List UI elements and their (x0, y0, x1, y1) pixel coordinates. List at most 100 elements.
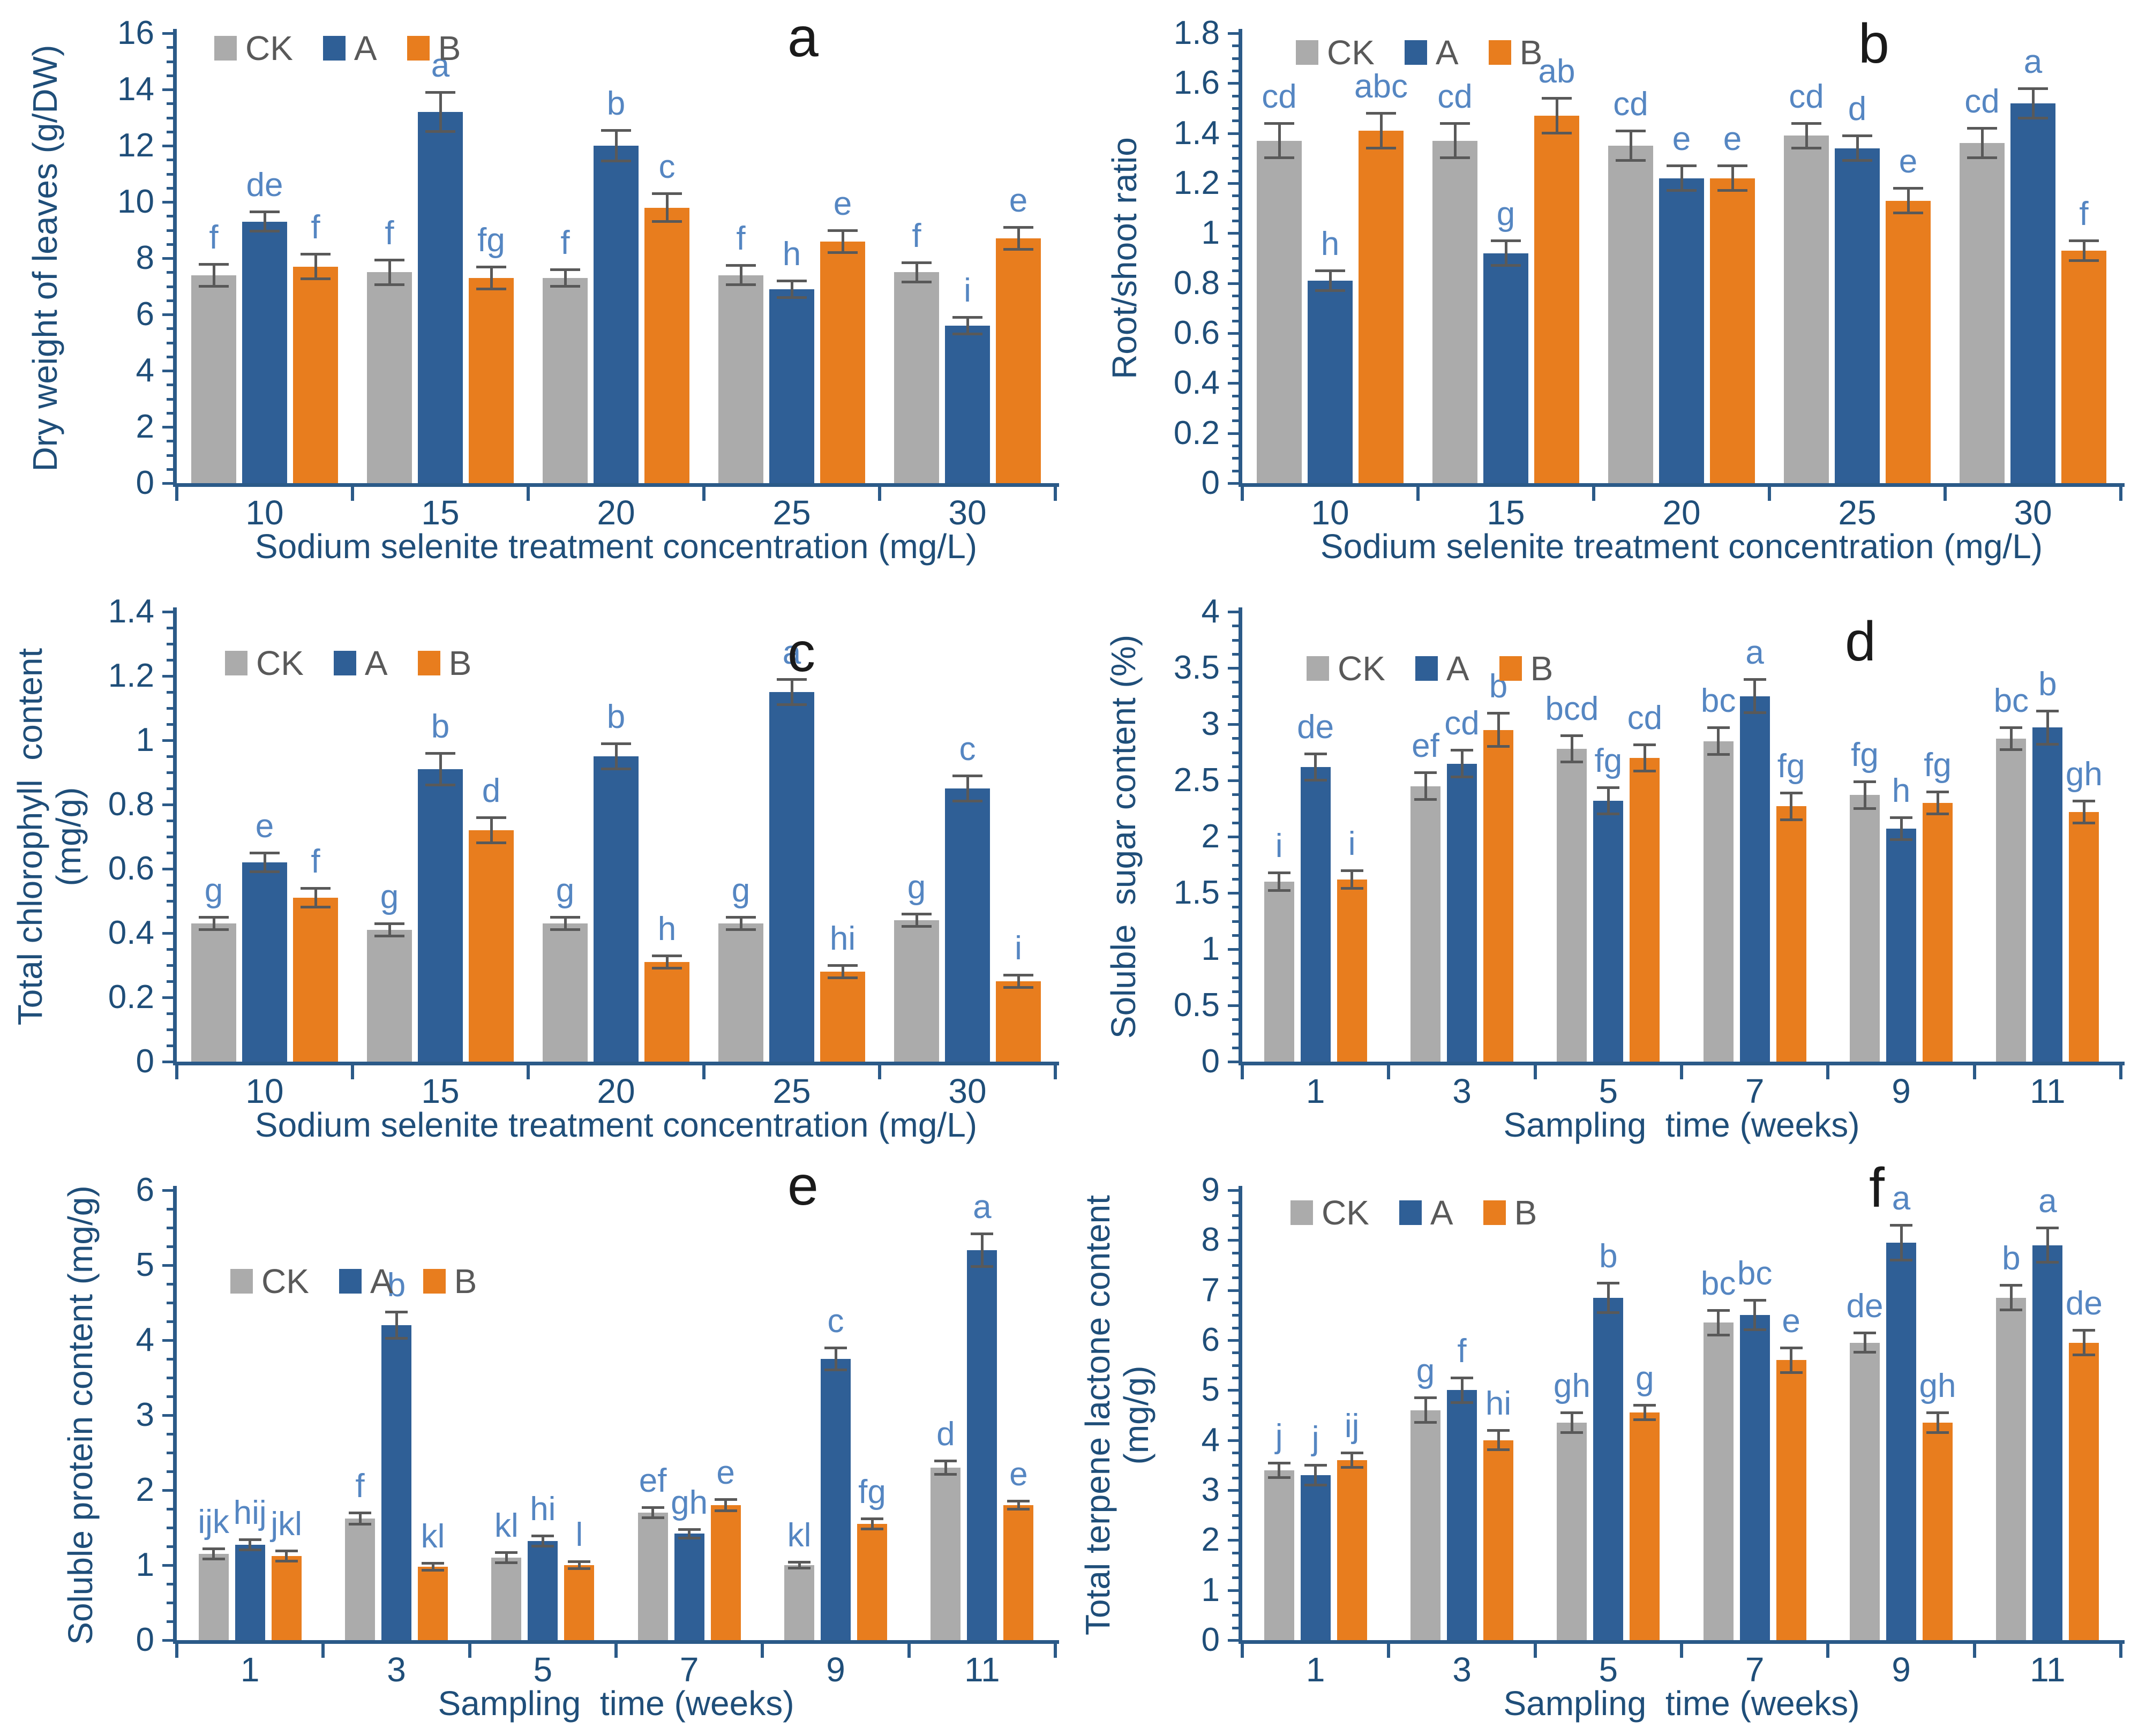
error-bar-cap-top (250, 211, 280, 214)
error-bar-cap-top (1304, 1464, 1327, 1467)
bar-CK-7 (1703, 1322, 1734, 1640)
error-bar-line (1717, 1310, 1720, 1335)
error-bar-cap-bottom (550, 928, 580, 931)
legend-swatch-A (333, 651, 356, 675)
bar-CK-30 (894, 272, 939, 483)
x-boundary-tick (878, 487, 881, 501)
x-tick-label: 3 (1452, 1650, 1472, 1689)
significance-letter: fg (1594, 742, 1623, 779)
error-bar-line (1460, 750, 1464, 777)
y-minor-tick (1232, 319, 1239, 322)
panel-letter-d: d (1845, 611, 1876, 673)
x-tick-label: 3 (1452, 1072, 1472, 1110)
error-bar-cap-top (1633, 743, 1656, 746)
error-bar-cap-top (1003, 226, 1033, 229)
error-bar-cap-bottom (1414, 1421, 1437, 1424)
error-bar-line (790, 679, 793, 705)
bar-CK-10 (191, 275, 236, 483)
y-major-tick (162, 32, 173, 35)
y-major-tick (1228, 892, 1239, 895)
x-tick-label: 30 (948, 493, 987, 532)
y-minor-tick (1232, 269, 1239, 273)
legend-swatch-A (322, 36, 346, 61)
y-minor-tick (1232, 1564, 1239, 1567)
y-minor-tick (1232, 976, 1239, 979)
significance-letter: c (827, 1303, 844, 1340)
error-bar-cap-top (1340, 869, 1363, 872)
bar-A-5 (528, 1541, 558, 1640)
panel-letter-f: f (1869, 1157, 1885, 1219)
bar-B-10 (1359, 131, 1404, 483)
y-minor-tick (167, 60, 173, 63)
error-bar-line (212, 264, 215, 287)
error-bar-cap-top (425, 752, 455, 755)
y-tick-label: 0.8 (108, 786, 154, 823)
y-tick-label: 1.8 (1173, 14, 1220, 51)
y-tick-label: 4 (1201, 1421, 1220, 1459)
error-bar-line (490, 817, 493, 843)
y-minor-tick (167, 1283, 173, 1286)
y-tick-label: 2 (1201, 1521, 1220, 1559)
error-bar-line (834, 1348, 837, 1370)
error-bar-cap-top (1267, 1461, 1290, 1464)
legend-item-A: A (339, 1264, 393, 1298)
y-minor-tick (1232, 962, 1239, 965)
y-tick-label: 0.8 (1173, 264, 1220, 302)
significance-letter: f (736, 220, 746, 258)
error-bar-cap-top (601, 742, 631, 745)
legend-swatch-CK (1307, 656, 1329, 681)
x-axis (173, 1062, 1059, 1065)
error-bar-cap-bottom (2018, 116, 2048, 119)
x-boundary-tick (1387, 1065, 1391, 1079)
error-bar-cap-top (1780, 1347, 1803, 1349)
bar-CK-5 (1557, 749, 1587, 1062)
y-minor-tick (167, 836, 173, 838)
y-major-tick (162, 932, 173, 935)
significance-letter: cd (1627, 699, 1663, 737)
significance-letter: cd (1437, 78, 1473, 115)
error-bar-line (564, 917, 567, 930)
y-tick-label: 1 (136, 722, 154, 758)
error-bar-cap-bottom (1743, 711, 1766, 714)
y-minor-tick (1232, 394, 1239, 397)
y-minor-tick (167, 1208, 173, 1211)
y-minor-tick (1232, 419, 1239, 423)
error-bar-cap-top (777, 280, 807, 282)
bar-A-9 (1886, 829, 1916, 1062)
error-bar-cap-top (1560, 734, 1584, 737)
y-minor-tick (1232, 807, 1239, 810)
error-bar-cap-bottom (1267, 1476, 1290, 1479)
error-bar-cap-top (1717, 164, 1747, 168)
y-minor-tick (167, 820, 173, 822)
error-bar-line (915, 914, 918, 927)
y-axis (1239, 29, 1242, 487)
error-bar-cap-bottom (385, 1337, 408, 1340)
y-major-tick (1228, 82, 1239, 85)
error-bar-cap-top (568, 1560, 591, 1563)
error-bar-line (1350, 1453, 1354, 1468)
error-bar-cap-bottom (1340, 1466, 1363, 1469)
y-major-tick (162, 88, 173, 91)
error-bar-line (1900, 817, 1903, 840)
y-minor-tick (167, 1452, 173, 1454)
significance-letter: g (204, 872, 223, 909)
significance-letter: e (1723, 121, 1742, 158)
error-bar-cap-bottom (652, 967, 682, 970)
y-minor-tick (1232, 1046, 1239, 1049)
error-bar-line (614, 130, 618, 161)
y-major-tick (1228, 1189, 1239, 1192)
y-minor-tick (167, 411, 173, 415)
error-bar-cap-bottom (828, 251, 858, 254)
significance-letter: f (385, 214, 394, 252)
bar-CK-3 (1410, 1410, 1440, 1640)
error-bar-cap-bottom (1366, 146, 1396, 149)
x-tick-label: 20 (1662, 493, 1701, 532)
error-bar-cap-bottom (1597, 1311, 1620, 1314)
x-boundary-tick (1592, 487, 1595, 501)
significance-letter: b (2002, 1240, 2021, 1277)
y-minor-tick (1232, 920, 1239, 923)
significance-letter: h (657, 911, 677, 948)
legend-item-CK: CK (214, 31, 293, 65)
legend-swatch-B (423, 1269, 446, 1294)
error-bar-cap-top (1707, 726, 1730, 730)
